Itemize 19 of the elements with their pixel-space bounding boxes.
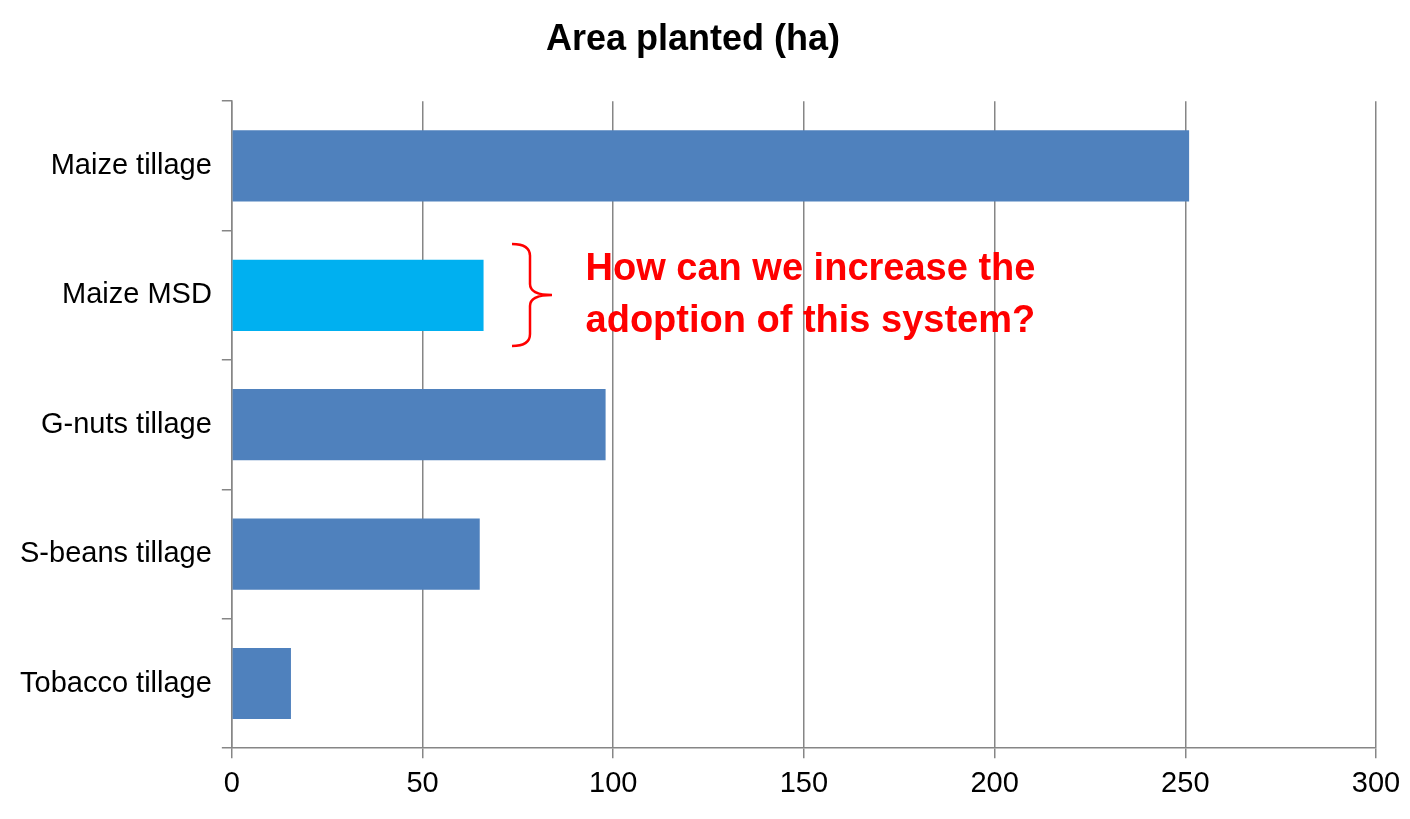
y-tick-label: Tobacco tillage — [20, 665, 212, 698]
y-tick-label: G-nuts tillage — [40, 406, 212, 439]
x-tick-label: 250 — [1161, 765, 1210, 798]
x-tick-label: 50 — [406, 765, 439, 798]
x-tick-label: 0 — [223, 765, 240, 798]
annotation: How can we increase the adoption of this system? — [585, 245, 1036, 340]
bar — [232, 130, 1190, 202]
bar — [232, 259, 484, 331]
chart-title: Area planted (ha) — [545, 16, 841, 58]
y-tick-label: Maize MSD — [61, 277, 212, 310]
bar — [232, 518, 480, 590]
y-tick-label: Maize tillage — [50, 147, 212, 180]
bar — [232, 647, 291, 720]
x-tick-label: 150 — [779, 765, 829, 798]
x-tick-label: 300 — [1351, 765, 1401, 798]
y-tick-label: S-beans tillage — [20, 536, 212, 569]
x-tick-label: 200 — [970, 765, 1019, 798]
bar — [232, 389, 606, 461]
x-tick-label: 100 — [589, 765, 638, 798]
